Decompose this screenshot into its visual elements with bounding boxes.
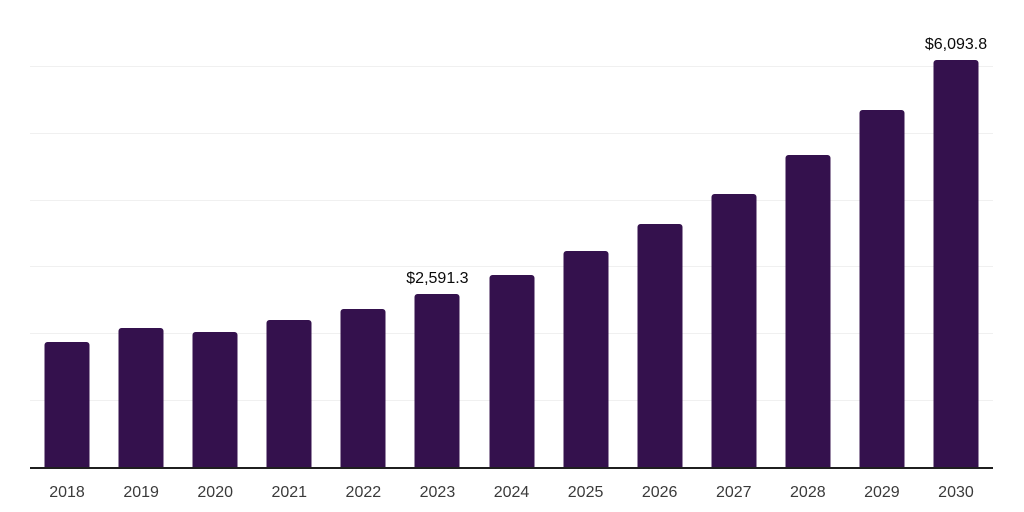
bar-2019	[118, 327, 164, 467]
bar-2028	[785, 155, 831, 467]
x-tick-2028: 2028	[790, 484, 826, 501]
gridline-5000	[30, 132, 993, 134]
bar-2029	[859, 110, 905, 467]
bar-2022	[340, 309, 386, 467]
bar-2021	[266, 319, 312, 467]
bar-column-2022	[326, 1, 400, 467]
bar-column-2020	[178, 1, 252, 467]
x-tick-2020: 2020	[197, 484, 233, 501]
x-tick-2024: 2024	[493, 484, 530, 501]
bar-2024	[489, 274, 534, 467]
x-tick-2021: 2021	[271, 484, 308, 501]
bar-2018	[44, 342, 90, 467]
bar-2023	[414, 293, 460, 467]
bar-2020	[192, 331, 238, 467]
x-tick-2026: 2026	[641, 484, 678, 501]
bar-column-2026	[623, 1, 697, 467]
data-label-2030: $6,093.8	[924, 35, 988, 53]
bar-2027	[711, 193, 757, 467]
bar-2026	[637, 224, 683, 467]
bar-2030	[933, 59, 979, 467]
x-tick-2030: 2030	[938, 484, 974, 501]
x-tick-2025: 2025	[567, 484, 604, 501]
bars-layer: $2,591.3 $6,093.8	[30, 1, 993, 467]
x-tick-2022: 2022	[345, 484, 382, 501]
bar-column-2029	[845, 1, 919, 467]
bar-column-2025	[549, 1, 623, 467]
bar-2025	[563, 251, 609, 467]
data-label-2023: $2,591.3	[406, 269, 469, 287]
bar-column-2019	[104, 1, 178, 467]
bar-column-2030: $6,093.8	[919, 1, 993, 467]
bar-column-2028	[771, 1, 845, 467]
x-tick-2023: 2023	[419, 484, 456, 501]
x-tick-2018: 2018	[49, 484, 85, 501]
x-tick-2019: 2019	[123, 484, 159, 501]
gridline-6000	[30, 65, 993, 67]
gridline-4000	[30, 199, 993, 201]
x-tick-2029: 2029	[864, 484, 900, 501]
bar-column-2024	[474, 1, 548, 467]
x-axis-labels: 2018 2019 2020 2021 2022 2023 2024 2025 2026 2027…	[30, 483, 993, 502]
bar-column-2021	[252, 1, 326, 467]
plot-area: $2,591.3 $6,093.8	[30, 1, 993, 469]
bar-column-2018	[30, 1, 104, 467]
bar-column-2023: $2,591.3	[400, 1, 474, 467]
x-tick-2027: 2027	[715, 484, 752, 501]
bar-column-2027	[697, 1, 771, 467]
gridline-3000	[30, 266, 993, 268]
